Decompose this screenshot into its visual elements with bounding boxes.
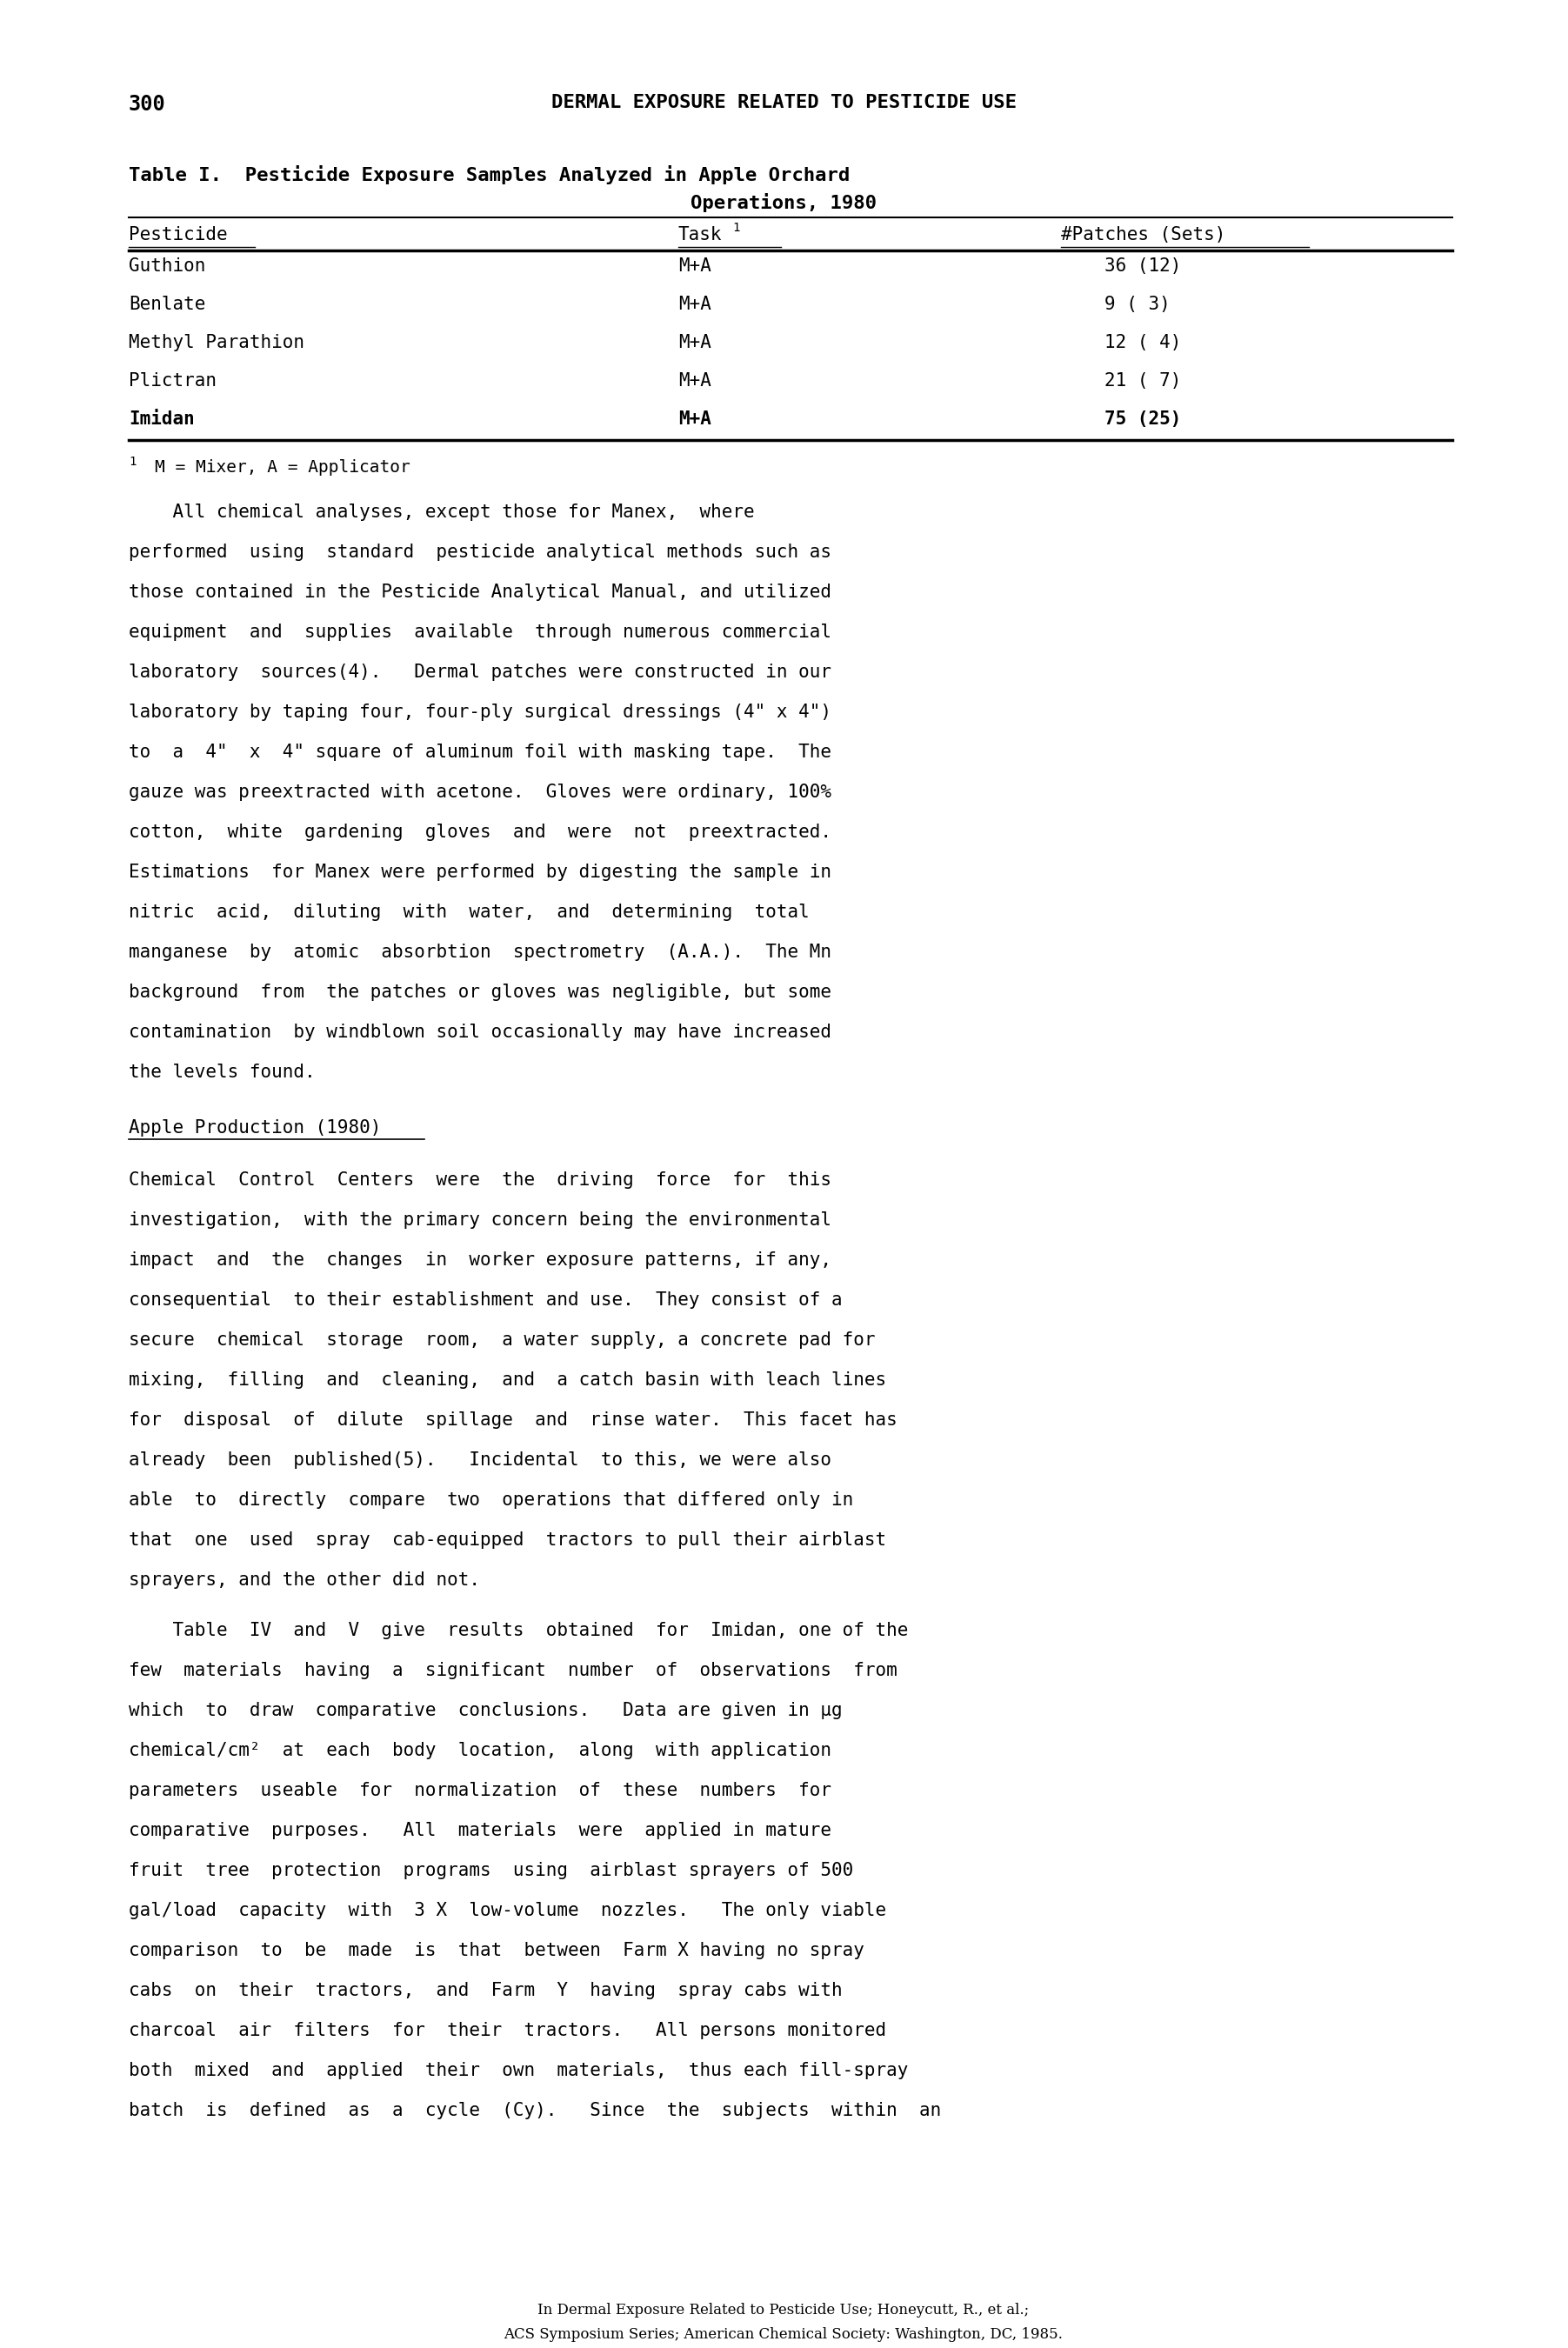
Text: mixing,  filling  and  cleaning,  and  a catch basin with leach lines: mixing, filling and cleaning, and a catc… — [129, 1371, 886, 1388]
Text: Task: Task — [679, 225, 723, 244]
Text: impact  and  the  changes  in  worker exposure patterns, if any,: impact and the changes in worker exposur… — [129, 1251, 831, 1268]
Text: 12 ( 4): 12 ( 4) — [1104, 333, 1181, 352]
Text: the levels found.: the levels found. — [129, 1064, 315, 1080]
Text: 75 (25): 75 (25) — [1104, 411, 1181, 427]
Text: Pesticide: Pesticide — [129, 225, 227, 244]
Text: M = Mixer, A = Applicator: M = Mixer, A = Applicator — [155, 460, 411, 477]
Text: Guthion: Guthion — [129, 258, 205, 275]
Text: 1: 1 — [129, 456, 136, 467]
Text: 1: 1 — [732, 221, 740, 235]
Text: both  mixed  and  applied  their  own  materials,  thus each fill-spray: both mixed and applied their own materia… — [129, 2062, 908, 2080]
Text: few  materials  having  a  significant  number  of  observations  from: few materials having a significant numbe… — [129, 1662, 897, 1679]
Text: sprayers, and the other did not.: sprayers, and the other did not. — [129, 1571, 480, 1590]
Text: consequential  to their establishment and use.  They consist of a: consequential to their establishment and… — [129, 1291, 842, 1308]
Text: background  from  the patches or gloves was negligible, but some: background from the patches or gloves wa… — [129, 984, 831, 1000]
Text: 300: 300 — [129, 94, 166, 115]
Text: cotton,  white  gardening  gloves  and  were  not  preextracted.: cotton, white gardening gloves and were … — [129, 824, 831, 841]
Text: performed  using  standard  pesticide analytical methods such as: performed using standard pesticide analy… — [129, 542, 831, 561]
Text: charcoal  air  filters  for  their  tractors.   All persons monitored: charcoal air filters for their tractors.… — [129, 2022, 886, 2040]
Text: fruit  tree  protection  programs  using  airblast sprayers of 500: fruit tree protection programs using air… — [129, 1862, 853, 1878]
Text: 9 ( 3): 9 ( 3) — [1104, 296, 1170, 312]
Text: nitric  acid,  diluting  with  water,  and  determining  total: nitric acid, diluting with water, and de… — [129, 904, 809, 920]
Text: 21 ( 7): 21 ( 7) — [1104, 373, 1181, 390]
Text: M+A: M+A — [679, 333, 712, 352]
Text: which  to  draw  comparative  conclusions.   Data are given in μg: which to draw comparative conclusions. D… — [129, 1702, 842, 1719]
Text: that  one  used  spray  cab-equipped  tractors to pull their airblast: that one used spray cab-equipped tractor… — [129, 1531, 886, 1550]
Text: batch  is  defined  as  a  cycle  (Cy).   Since  the  subjects  within  an: batch is defined as a cycle (Cy). Since … — [129, 2101, 941, 2120]
Text: to  a  4"  x  4" square of aluminum foil with masking tape.  The: to a 4" x 4" square of aluminum foil wit… — [129, 744, 831, 761]
Text: 36 (12): 36 (12) — [1104, 258, 1181, 275]
Text: M+A: M+A — [679, 411, 712, 427]
Text: Operations, 1980: Operations, 1980 — [690, 193, 877, 211]
Text: ACS Symposium Series; American Chemical Society: Washington, DC, 1985.: ACS Symposium Series; American Chemical … — [503, 2327, 1063, 2341]
Text: comparative  purposes.   All  materials  were  applied in mature: comparative purposes. All materials were… — [129, 1822, 831, 1838]
Text: gauze was preextracted with acetone.  Gloves were ordinary, 100%: gauze was preextracted with acetone. Glo… — [129, 784, 831, 801]
Text: contamination  by windblown soil occasionally may have increased: contamination by windblown soil occasion… — [129, 1024, 831, 1040]
Text: laboratory  sources(4).   Dermal patches were constructed in our: laboratory sources(4). Dermal patches we… — [129, 664, 831, 681]
Text: Chemical  Control  Centers  were  the  driving  force  for  this: Chemical Control Centers were the drivin… — [129, 1172, 831, 1188]
Text: M+A: M+A — [679, 373, 712, 390]
Text: Methyl Parathion: Methyl Parathion — [129, 333, 304, 352]
Text: comparison  to  be  made  is  that  between  Farm X having no spray: comparison to be made is that between Fa… — [129, 1942, 864, 1958]
Text: cabs  on  their  tractors,  and  Farm  Y  having  spray cabs with: cabs on their tractors, and Farm Y havin… — [129, 1982, 842, 1998]
Text: Benlate: Benlate — [129, 296, 205, 312]
Text: gal/load  capacity  with  3 X  low-volume  nozzles.   The only viable: gal/load capacity with 3 X low-volume no… — [129, 1902, 886, 1918]
Text: Table I.  Pesticide Exposure Samples Analyzed in Apple Orchard: Table I. Pesticide Exposure Samples Anal… — [129, 164, 850, 185]
Text: laboratory by taping four, four-ply surgical dressings (4" x 4"): laboratory by taping four, four-ply surg… — [129, 704, 831, 721]
Text: Imidan: Imidan — [129, 411, 194, 427]
Text: chemical/cm²  at  each  body  location,  along  with application: chemical/cm² at each body location, alon… — [129, 1742, 831, 1759]
Text: DERMAL EXPOSURE RELATED TO PESTICIDE USE: DERMAL EXPOSURE RELATED TO PESTICIDE USE — [550, 94, 1016, 110]
Text: able  to  directly  compare  two  operations that differed only in: able to directly compare two operations … — [129, 1491, 853, 1510]
Text: already  been  published(5).   Incidental  to this, we were also: already been published(5). Incidental to… — [129, 1451, 831, 1470]
Text: M+A: M+A — [679, 258, 712, 275]
Text: manganese  by  atomic  absorbtion  spectrometry  (A.A.).  The Mn: manganese by atomic absorbtion spectrome… — [129, 944, 831, 960]
Text: Plictran: Plictran — [129, 373, 216, 390]
Text: All chemical analyses, except those for Manex,  where: All chemical analyses, except those for … — [129, 502, 754, 521]
Text: secure  chemical  storage  room,  a water supply, a concrete pad for: secure chemical storage room, a water su… — [129, 1331, 875, 1348]
Text: Estimations  for Manex were performed by digesting the sample in: Estimations for Manex were performed by … — [129, 864, 831, 880]
Text: M+A: M+A — [679, 296, 712, 312]
Text: those contained in the Pesticide Analytical Manual, and utilized: those contained in the Pesticide Analyti… — [129, 585, 831, 601]
Text: parameters  useable  for  normalization  of  these  numbers  for: parameters useable for normalization of … — [129, 1782, 831, 1799]
Text: investigation,  with the primary concern being the environmental: investigation, with the primary concern … — [129, 1212, 831, 1228]
Text: Table  IV  and  V  give  results  obtained  for  Imidan, one of the: Table IV and V give results obtained for… — [129, 1622, 908, 1639]
Text: In Dermal Exposure Related to Pesticide Use; Honeycutt, R., et al.;: In Dermal Exposure Related to Pesticide … — [538, 2303, 1029, 2317]
Text: #Patches (Sets): #Patches (Sets) — [1062, 225, 1226, 244]
Text: for  disposal  of  dilute  spillage  and  rinse water.  This facet has: for disposal of dilute spillage and rins… — [129, 1411, 897, 1430]
Text: Apple Production (1980): Apple Production (1980) — [129, 1120, 381, 1136]
Text: equipment  and  supplies  available  through numerous commercial: equipment and supplies available through… — [129, 625, 831, 641]
